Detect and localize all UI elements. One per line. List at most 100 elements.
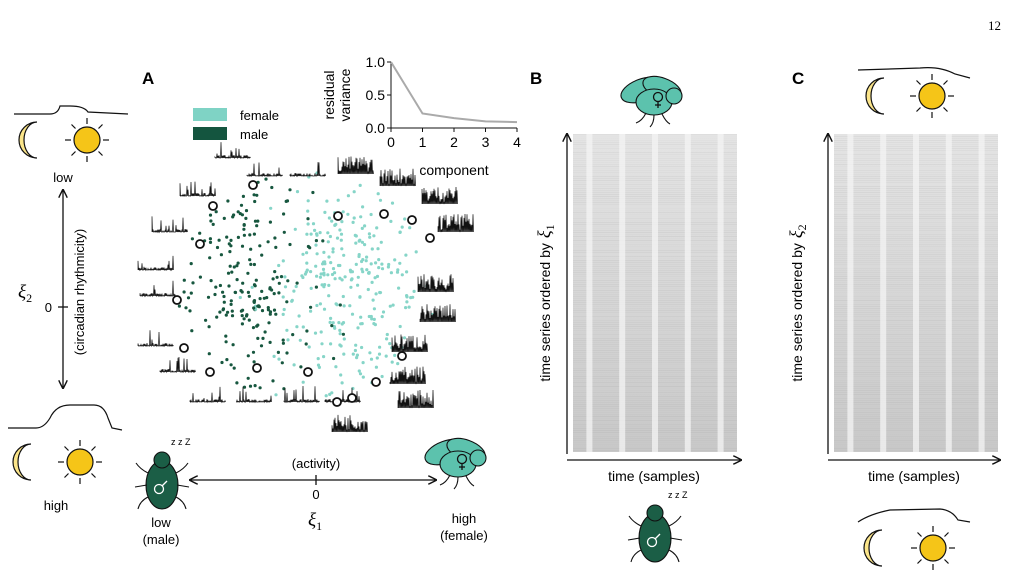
female-point <box>301 252 305 256</box>
female-point <box>286 338 290 342</box>
sun-icon <box>64 117 110 163</box>
male-point <box>239 309 243 313</box>
male-point <box>288 188 292 192</box>
female-point <box>380 315 384 319</box>
male-point <box>177 304 181 308</box>
female-point <box>326 273 330 277</box>
female-point <box>380 267 385 271</box>
male-point <box>221 308 225 312</box>
male-point <box>222 216 226 220</box>
male-point <box>295 281 299 285</box>
female-point <box>405 294 409 298</box>
female-point <box>370 317 374 321</box>
high-rhythm-label: high <box>44 498 69 513</box>
male-point <box>273 236 277 240</box>
female-point <box>409 296 413 300</box>
female-point <box>403 217 407 221</box>
activity-trace <box>419 304 456 323</box>
female-point <box>393 353 397 357</box>
female-point <box>322 285 326 289</box>
male-point <box>282 230 286 234</box>
female-point <box>367 271 371 275</box>
female-point <box>350 277 354 281</box>
activity-trace <box>397 389 434 409</box>
male-point <box>281 341 285 345</box>
female-point <box>369 262 373 266</box>
female-point <box>351 352 355 356</box>
male-point <box>230 270 234 274</box>
female-point <box>333 223 337 227</box>
female-point <box>384 354 388 358</box>
female-point <box>370 247 374 251</box>
female-point <box>377 258 381 262</box>
female-point <box>369 212 373 217</box>
male-point <box>305 329 309 333</box>
inset-y-tick-label: 0.5 <box>366 87 386 103</box>
female-point <box>338 276 342 280</box>
male-point <box>247 318 251 322</box>
female-point <box>352 190 356 194</box>
male-point <box>268 340 272 344</box>
female-point <box>297 314 301 318</box>
circadian-axis-label: (circadian rhythmicity) <box>72 229 87 355</box>
female-point <box>269 206 273 210</box>
female-point <box>309 232 313 236</box>
male-point <box>252 300 256 304</box>
inset-y-tick-label: 0.0 <box>366 120 386 136</box>
female-point <box>309 309 313 313</box>
female-point <box>309 286 313 290</box>
raster-band <box>652 134 658 452</box>
male-point <box>198 231 202 235</box>
male-point <box>276 350 280 354</box>
female-point <box>340 247 344 251</box>
raster-band <box>913 134 919 452</box>
male-point <box>204 318 208 322</box>
female-point <box>272 354 276 358</box>
male-point <box>253 199 257 204</box>
female-point <box>357 239 361 243</box>
male-point <box>218 310 222 314</box>
male-point <box>241 281 245 285</box>
male-point <box>221 290 225 294</box>
female-point <box>339 232 344 236</box>
female-point <box>316 357 320 361</box>
male-point <box>208 237 212 241</box>
raster-band <box>586 134 593 452</box>
male-point <box>189 262 193 266</box>
female-fly-icon <box>617 71 685 128</box>
female-point <box>377 266 381 270</box>
male-point <box>260 309 265 313</box>
male-point <box>257 304 261 308</box>
female-point <box>379 240 383 244</box>
activity-trace <box>421 186 458 205</box>
male-point <box>285 351 289 355</box>
raster-band <box>684 134 691 452</box>
male-point <box>275 275 279 279</box>
female-point <box>322 307 327 311</box>
male-point <box>242 223 246 227</box>
female-point <box>364 259 368 263</box>
female-point <box>380 262 384 266</box>
raster-b <box>573 134 737 452</box>
sun-icon <box>57 439 103 485</box>
female-point <box>378 291 383 295</box>
female-point <box>283 285 288 289</box>
female-point <box>331 321 335 325</box>
female-point <box>360 240 364 244</box>
female-point <box>371 298 375 302</box>
male-point <box>309 305 313 309</box>
male-point <box>190 329 194 333</box>
activity-trace <box>389 366 426 385</box>
sun-icon <box>910 525 956 571</box>
male-point <box>220 360 224 365</box>
female-point <box>358 372 363 376</box>
female-point <box>283 275 287 279</box>
female-point <box>407 305 411 309</box>
male-point <box>227 284 231 288</box>
activity-axis-label: (activity) <box>292 456 340 471</box>
male-point <box>280 361 284 365</box>
female-point <box>326 231 330 235</box>
female-point <box>396 268 400 272</box>
inset-x-label: component <box>419 162 488 178</box>
activity-trace <box>159 356 196 374</box>
